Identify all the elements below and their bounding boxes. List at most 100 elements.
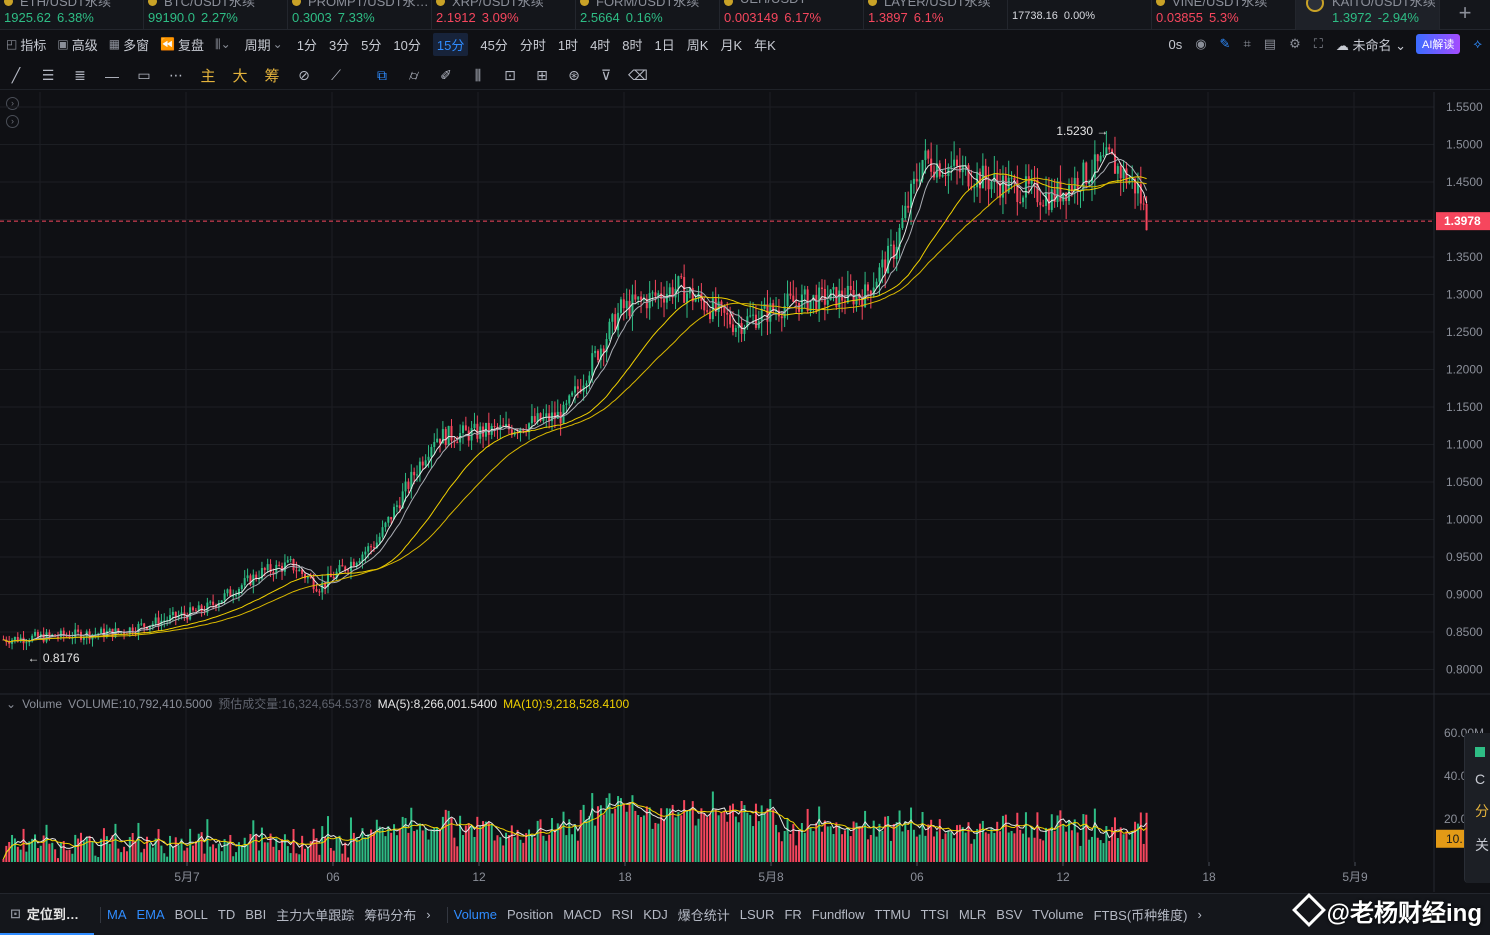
- trash-icon[interactable]: ⌫: [628, 67, 648, 83]
- volume-bar: [640, 817, 643, 862]
- main-force-toggle[interactable]: 主: [200, 68, 216, 85]
- more-icon[interactable]: ⋯: [169, 67, 183, 83]
- edit-icon[interactable]: ⊞: [536, 67, 548, 83]
- main-force-toggle[interactable]: 大: [232, 68, 248, 85]
- trendline-icon[interactable]: ╱: [11, 67, 21, 83]
- sub-indicator-tab[interactable]: FTBS(币种维度): [1093, 908, 1188, 923]
- timeframe-tab[interactable]: 分时: [519, 37, 546, 53]
- volume-bar: [1056, 815, 1059, 862]
- sub-indicator-tab[interactable]: BSV: [996, 907, 1023, 922]
- side-panel[interactable]: C 分 关: [1464, 733, 1490, 883]
- ticker-item[interactable]: PROMPT/USDT永… 0.3003 7.33%: [288, 0, 432, 30]
- sub-indicator-tab[interactable]: LSUR: [739, 907, 775, 922]
- candle: [602, 345, 605, 367]
- sub-indicator-tab[interactable]: Fundflow: [811, 907, 865, 922]
- timeframe-tab[interactable]: 月K: [720, 37, 743, 53]
- settings-icon[interactable]: ⚙: [1289, 36, 1301, 51]
- menu-item[interactable]: ⏪ 复盘: [160, 35, 204, 54]
- chevron-right-icon[interactable]: ›: [426, 907, 431, 922]
- period-dropdown[interactable]: 周期 ⌄: [245, 35, 286, 54]
- price-chart[interactable]: 1.55001.50001.45001.40001.35001.30001.25…: [0, 92, 1490, 892]
- sub-indicator-tab[interactable]: TTSI: [920, 907, 949, 922]
- ticker-item[interactable]: 17738.16 0.00%: [1008, 0, 1152, 30]
- ticker-item[interactable]: UEH/USDT 0.003149 6.17%: [720, 0, 864, 30]
- sub-indicator-tab[interactable]: Volume: [453, 907, 497, 922]
- collapse-icon[interactable]: ›: [6, 97, 19, 110]
- ticker-item[interactable]: XRP/USDT永续 2.1912 3.09%: [432, 0, 576, 30]
- timeframe-tab[interactable]: 4时: [590, 37, 611, 53]
- brush-icon[interactable]: ✐: [440, 67, 452, 83]
- ruler-icon[interactable]: ⌭: [408, 67, 420, 83]
- copy-icon[interactable]: ⧉: [377, 67, 387, 83]
- chart-type-dropdown[interactable]: ⫼⌄: [215, 37, 234, 52]
- locate-button[interactable]: ⊡ 定位到…: [0, 894, 94, 935]
- candle-body: [663, 298, 666, 303]
- sub-indicator-tab[interactable]: MLR: [958, 907, 987, 922]
- timeframe-tab[interactable]: 3分: [328, 37, 350, 53]
- volume-bar: [599, 805, 602, 862]
- timeframe-tab[interactable]: 1分: [296, 37, 317, 53]
- camera-icon[interactable]: ◉: [1195, 36, 1207, 51]
- ticker-item[interactable]: LAYER/USDT永续 1.3897 6.1%: [864, 0, 1008, 30]
- crop-icon[interactable]: ⌗: [1243, 36, 1251, 51]
- layout-icon[interactable]: ▤: [1263, 36, 1277, 51]
- timeframe-tab[interactable]: 10分: [393, 37, 421, 53]
- share-icon[interactable]: ⟡: [1473, 36, 1482, 51]
- fib-icon[interactable]: ≣: [74, 67, 86, 83]
- sub-indicator-tab[interactable]: 爆仓统计: [677, 908, 730, 923]
- pen-icon[interactable]: ✎: [1219, 36, 1231, 51]
- candle-body: [743, 327, 746, 334]
- collapse-icon[interactable]: ⌄: [6, 696, 17, 711]
- ticker-item[interactable]: VINE/USDT永续 0.03855 5.3%: [1152, 0, 1296, 30]
- collapse-icon[interactable]: ›: [6, 115, 19, 128]
- horizontal-line-icon[interactable]: —: [105, 67, 119, 84]
- ai-analysis-button[interactable]: AI解读: [1416, 34, 1461, 54]
- ticker-item[interactable]: KAITO/USDT永续 1.3972 -2.94%: [1296, 0, 1440, 30]
- parallel-lines-icon[interactable]: ☰: [41, 67, 55, 83]
- sub-indicator-tab[interactable]: MACD: [563, 907, 602, 922]
- timeframe-tab[interactable]: 45分: [480, 37, 508, 53]
- timeframe-tab[interactable]: 周K: [686, 37, 709, 53]
- menu-item[interactable]: ◰ 指标: [6, 35, 46, 54]
- sub-indicator-tab[interactable]: TTMU: [874, 907, 911, 922]
- filter-icon[interactable]: ⊽: [600, 67, 612, 83]
- sub-indicator-tab[interactable]: FR: [784, 907, 802, 922]
- main-indicator-tab[interactable]: 主力大单跟踪: [276, 908, 355, 923]
- main-indicator-tab[interactable]: BBI: [245, 907, 267, 922]
- main-indicator-tab[interactable]: BOLL: [174, 907, 208, 922]
- ticker-item[interactable]: ETH/USDT永续 1925.62 6.38%: [0, 0, 144, 30]
- timeframe-tab[interactable]: 8时: [622, 37, 643, 53]
- candle-body: [711, 298, 714, 320]
- candle: [562, 401, 565, 425]
- add-tab-button[interactable]: +: [1458, 0, 1472, 25]
- ticker-item[interactable]: FORM/USDT永续 2.5664 0.16%: [576, 0, 720, 30]
- pattern-icon[interactable]: ⫼: [474, 67, 482, 83]
- main-indicator-tab[interactable]: TD: [217, 907, 236, 922]
- rectangle-icon[interactable]: ▭: [137, 67, 151, 83]
- ticker-item[interactable]: BTC/USDT永续 99190.0 2.27%: [144, 0, 288, 30]
- timeframe-tab[interactable]: 年K: [754, 37, 776, 53]
- layout-name-dropdown[interactable]: ☁ 未命名 ⌄: [1336, 35, 1406, 54]
- sub-indicator-tab[interactable]: Position: [506, 907, 554, 922]
- timeframe-tab[interactable]: 1日: [654, 37, 675, 53]
- main-indicator-tab[interactable]: 筹码分布: [364, 908, 417, 923]
- sub-indicator-tab[interactable]: RSI: [611, 907, 634, 922]
- main-indicator-tab[interactable]: EMA: [136, 907, 165, 922]
- timeframe-tab[interactable]: 5分: [361, 37, 382, 53]
- timeframe-tab[interactable]: 15分: [432, 32, 469, 56]
- measure-icon[interactable]: ⟋: [331, 67, 341, 83]
- volume-bar: [358, 840, 361, 862]
- candle: [390, 516, 393, 524]
- fullscreen-icon[interactable]: ⛶: [1313, 36, 1323, 51]
- menu-item[interactable]: ▣ 高级: [57, 35, 97, 54]
- main-indicator-tab[interactable]: MA: [107, 907, 127, 922]
- timeframe-tab[interactable]: 1时: [557, 37, 579, 53]
- link-icon[interactable]: ⊛: [568, 67, 580, 83]
- sub-indicator-tab[interactable]: KDJ: [643, 907, 668, 922]
- chevron-right-icon[interactable]: ›: [1197, 907, 1202, 922]
- menu-item[interactable]: ▦ 多窗: [109, 35, 149, 54]
- main-force-toggle[interactable]: 筹: [264, 68, 280, 85]
- magnet-icon[interactable]: ⊘: [298, 67, 310, 83]
- sub-indicator-tab[interactable]: TVolume: [1032, 907, 1084, 922]
- lock-icon[interactable]: ⊡: [504, 67, 516, 83]
